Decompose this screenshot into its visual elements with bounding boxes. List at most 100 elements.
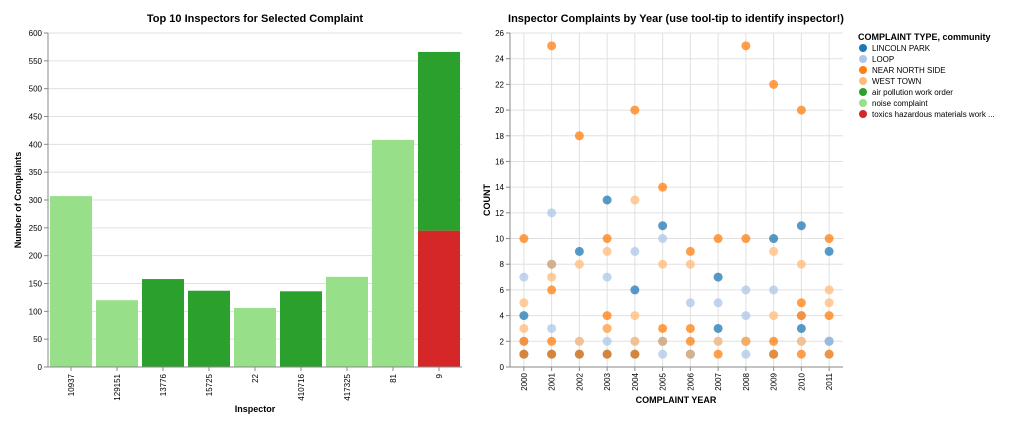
scatter-point-west_town[interactable] xyxy=(685,259,695,269)
scatter-point-near_north_side[interactable] xyxy=(602,234,612,244)
scatter-point-west_town[interactable] xyxy=(519,323,529,333)
scatter-point-lincoln_park[interactable] xyxy=(769,234,779,244)
scatter-point-west_town[interactable] xyxy=(769,246,779,256)
scatter-point-loop[interactable] xyxy=(824,336,834,346)
scatter-point-near_north_side[interactable] xyxy=(769,349,779,359)
scatter-point-near_north_side[interactable] xyxy=(685,323,695,333)
scatter-point-loop[interactable] xyxy=(630,246,640,256)
scatter-point-near_north_side[interactable] xyxy=(519,336,529,346)
bar-81-noise[interactable] xyxy=(372,139,414,367)
scatter-point-near_north_side[interactable] xyxy=(741,41,751,51)
scatter-point-loop[interactable] xyxy=(741,285,751,295)
scatter-point-near_north_side[interactable] xyxy=(547,285,557,295)
scatter-point-west_town[interactable] xyxy=(824,285,834,295)
scatter-point-lincoln_park[interactable] xyxy=(519,311,529,321)
scatter-point-near_north_side[interactable] xyxy=(685,246,695,256)
scatter-point-lincoln_park[interactable] xyxy=(713,272,723,282)
bar-9-toxics[interactable] xyxy=(418,230,460,367)
scatter-point-loop[interactable] xyxy=(602,336,612,346)
x-tick-label: 2010 xyxy=(797,372,806,390)
scatter-point-west_town[interactable] xyxy=(574,259,584,269)
scatter-point-near_north_side[interactable] xyxy=(547,336,557,346)
scatter-point-loop[interactable] xyxy=(769,285,779,295)
scatter-point-near_north_side[interactable] xyxy=(658,182,668,192)
scatter-point-near_north_side[interactable] xyxy=(630,105,640,115)
scatter-point-near_north_side[interactable] xyxy=(796,105,806,115)
scatter-point-west_town[interactable] xyxy=(796,259,806,269)
scatter-point-loop[interactable] xyxy=(713,298,723,308)
bar-410716-air_pollution[interactable] xyxy=(280,291,322,367)
scatter-point-loop[interactable] xyxy=(547,208,557,218)
scatter-point-west_town[interactable] xyxy=(741,336,751,346)
scatter-point-near_north_side[interactable] xyxy=(769,336,779,346)
bar-chart-bars xyxy=(50,51,460,367)
scatter-point-lincoln_park[interactable] xyxy=(796,323,806,333)
scatter-point-near_north_side[interactable] xyxy=(630,349,640,359)
x-tick-label: 9 xyxy=(435,373,444,378)
scatter-point-loop[interactable] xyxy=(741,311,751,321)
scatter-point-west_town[interactable] xyxy=(630,195,640,205)
scatter-point-near_north_side[interactable] xyxy=(769,79,779,89)
scatter-point-near_north_side[interactable] xyxy=(796,349,806,359)
scatter-point-west_town[interactable] xyxy=(658,259,668,269)
scatter-point-near_north_side[interactable] xyxy=(602,311,612,321)
bar-129151-noise[interactable] xyxy=(96,300,138,367)
bar-10937-noise[interactable] xyxy=(50,196,92,367)
scatter-point-west_town[interactable] xyxy=(574,336,584,346)
scatter-point-west_town[interactable] xyxy=(824,298,834,308)
scatter-point-lincoln_park[interactable] xyxy=(630,285,640,295)
scatter-point-near_north_side[interactable] xyxy=(547,349,557,359)
scatter-point-near_north_side[interactable] xyxy=(824,311,834,321)
scatter-point-near_north_side[interactable] xyxy=(574,349,584,359)
bar-13776-air_pollution[interactable] xyxy=(142,279,184,367)
scatter-point-near_north_side[interactable] xyxy=(824,349,834,359)
scatter-point-west_town[interactable] xyxy=(630,336,640,346)
scatter-point-near_north_side[interactable] xyxy=(574,131,584,141)
scatter-point-west_town[interactable] xyxy=(685,349,695,359)
scatter-point-near_north_side[interactable] xyxy=(796,311,806,321)
legend-items: LINCOLN PARK LOOP NEAR NORTH SIDE WEST TOWN… xyxy=(859,44,995,119)
bar-15725-air_pollution[interactable] xyxy=(188,290,230,367)
scatter-point-loop[interactable] xyxy=(519,272,529,282)
scatter-point-lincoln_park[interactable] xyxy=(713,323,723,333)
scatter-point-lincoln_park[interactable] xyxy=(796,221,806,231)
bar-9-air_pollution[interactable] xyxy=(418,51,460,231)
x-tick-label: 2007 xyxy=(714,372,723,390)
scatter-point-loop[interactable] xyxy=(658,349,668,359)
scatter-point-near_north_side[interactable] xyxy=(519,349,529,359)
scatter-point-loop[interactable] xyxy=(658,234,668,244)
scatter-point-near_north_side[interactable] xyxy=(658,323,668,333)
scatter-point-near_north_side[interactable] xyxy=(824,234,834,244)
scatter-point-lincoln_park[interactable] xyxy=(574,246,584,256)
scatter-point-lincoln_park[interactable] xyxy=(658,221,668,231)
scatter-point-near_north_side[interactable] xyxy=(602,349,612,359)
scatter-point-near_north_side[interactable] xyxy=(519,234,529,244)
scatter-point-loop[interactable] xyxy=(547,323,557,333)
scatter-point-near_north_side[interactable] xyxy=(713,234,723,244)
scatter-point-west_town[interactable] xyxy=(547,259,557,269)
y-tick-label: 22 xyxy=(495,80,504,89)
scatter-point-west_town[interactable] xyxy=(658,336,668,346)
scatter-point-west_town[interactable] xyxy=(713,336,723,346)
scatter-point-loop[interactable] xyxy=(602,272,612,282)
scatter-point-west_town[interactable] xyxy=(796,336,806,346)
scatter-point-near_north_side[interactable] xyxy=(741,234,751,244)
scatter-point-west_town[interactable] xyxy=(547,272,557,282)
scatter-point-west_town[interactable] xyxy=(630,311,640,321)
scatter-point-loop[interactable] xyxy=(741,349,751,359)
scatter-point-near_north_side[interactable] xyxy=(713,349,723,359)
bar-22-noise[interactable] xyxy=(234,307,276,367)
scatter-point-west_town[interactable] xyxy=(519,298,529,308)
y-tick-label: 500 xyxy=(29,85,43,94)
scatter-point-lincoln_park[interactable] xyxy=(602,195,612,205)
scatter-point-near_north_side[interactable] xyxy=(685,336,695,346)
scatter-point-loop[interactable] xyxy=(685,298,695,308)
scatter-point-west_town[interactable] xyxy=(602,323,612,333)
scatter-point-lincoln_park[interactable] xyxy=(824,246,834,256)
scatter-point-near_north_side[interactable] xyxy=(547,41,557,51)
bar-417325-noise[interactable] xyxy=(326,276,368,367)
scatter-point-near_north_side[interactable] xyxy=(796,298,806,308)
scatter-point-west_town[interactable] xyxy=(769,311,779,321)
scatter-point-west_town[interactable] xyxy=(602,246,612,256)
